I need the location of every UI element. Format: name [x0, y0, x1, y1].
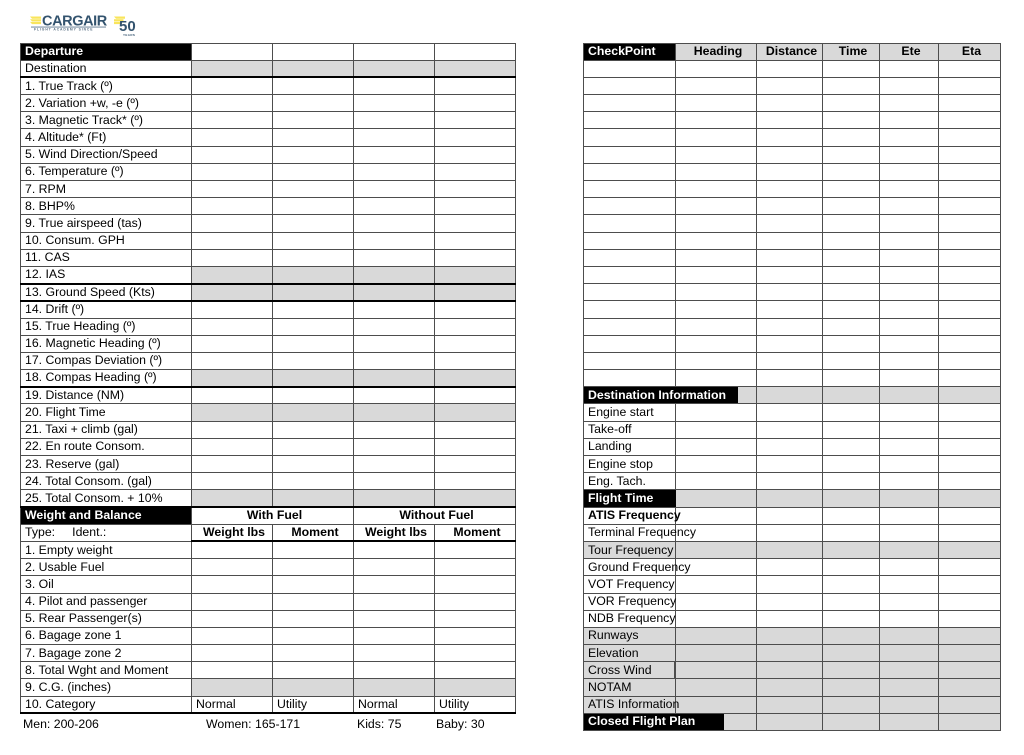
svg-text:FLIGHT ACADEMY SINCE: FLIGHT ACADEMY SINCE [34, 28, 93, 32]
svg-text:YEARS: YEARS [123, 33, 135, 37]
